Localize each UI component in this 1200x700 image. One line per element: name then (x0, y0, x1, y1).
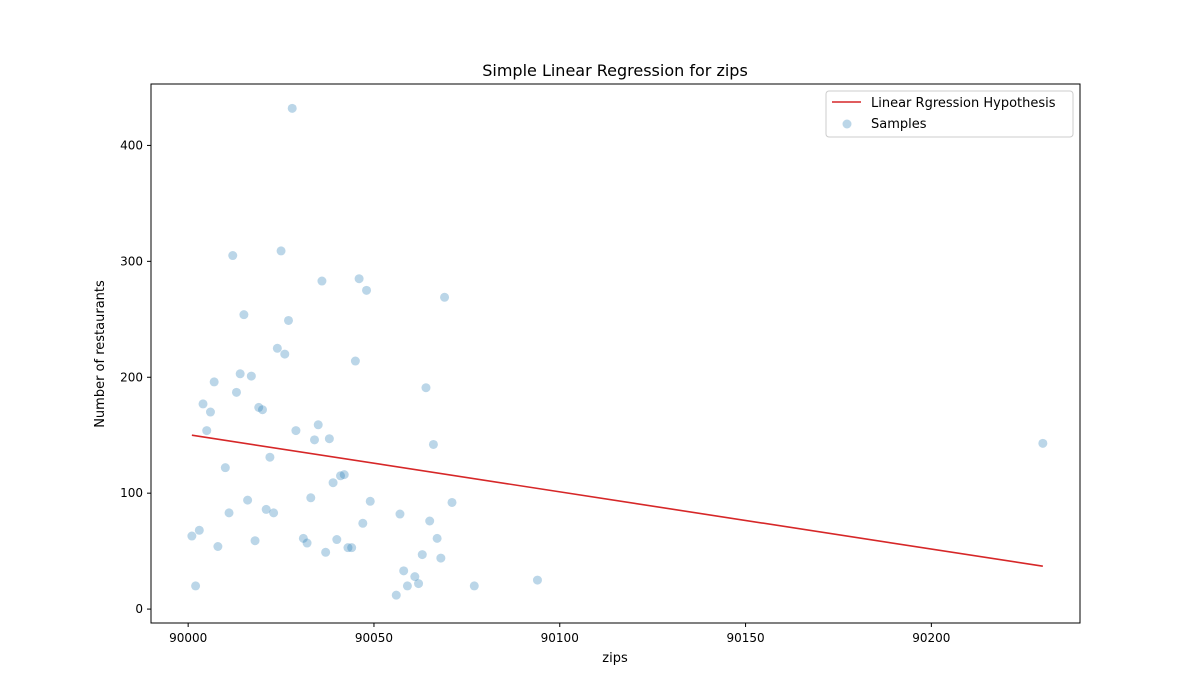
sample-point-37 (332, 535, 342, 545)
sample-point-36 (328, 478, 338, 488)
sample-point-60 (447, 497, 457, 507)
x-tick-label: 90100 (541, 631, 579, 645)
sample-point-33 (317, 276, 327, 286)
chart-title: Simple Linear Regression for zips (482, 61, 748, 80)
regression-line (191, 434, 1043, 567)
x-axis-label: zips (602, 651, 628, 666)
sample-point-15 (246, 371, 256, 381)
sample-point-10 (228, 251, 238, 261)
sample-point-47 (391, 590, 401, 600)
legend-marker-swatch (842, 119, 852, 129)
sample-point-57 (432, 533, 442, 543)
sample-point-46 (365, 496, 375, 506)
legend-label-regression: Linear Rgression Hypothesis (871, 96, 1056, 111)
y-tick-label: 100 (120, 486, 143, 500)
x-axis-ticks: 90000 90050 90100 90150 90200 (169, 623, 950, 645)
y-tick-label: 0 (135, 602, 143, 616)
sample-point-42 (350, 356, 360, 366)
sample-point-44 (358, 518, 368, 528)
sample-point-20 (265, 452, 275, 462)
sample-point-54 (421, 383, 431, 393)
plot-frame (150, 83, 1081, 624)
sample-point-55 (425, 516, 435, 526)
sample-point-9 (224, 508, 234, 518)
legend-box (825, 90, 1074, 138)
sample-point-59 (440, 292, 450, 302)
sample-point-17 (254, 402, 264, 412)
sample-point-8 (220, 463, 230, 473)
sample-point-49 (399, 566, 409, 576)
plot-area (187, 103, 1048, 600)
sample-point-21 (269, 508, 279, 518)
x-tick-label: 90000 (169, 631, 207, 645)
sample-point-35 (324, 434, 334, 444)
sample-point-4 (202, 426, 212, 436)
sample-point-27 (291, 426, 301, 436)
y-axis-label: Number of restaurants (93, 280, 108, 428)
sample-point-45 (362, 285, 372, 295)
sample-point-38 (336, 471, 346, 481)
sample-point-52 (414, 579, 424, 589)
sample-point-14 (243, 495, 253, 505)
sample-point-58 (436, 553, 446, 563)
sample-point-6 (209, 377, 219, 387)
sample-point-43 (354, 274, 364, 284)
sample-point-5 (205, 407, 215, 417)
sample-point-26 (287, 103, 297, 113)
sample-point-11 (231, 387, 241, 397)
sample-point-28 (298, 533, 308, 543)
y-tick-label: 400 (120, 138, 143, 152)
sample-point-53 (417, 550, 427, 560)
sample-point-0 (187, 531, 197, 541)
sample-point-12 (235, 369, 245, 379)
sample-point-2 (194, 525, 204, 535)
sample-point-40 (343, 543, 353, 553)
x-tick-label: 90150 (726, 631, 764, 645)
sample-point-48 (395, 509, 405, 519)
sample-point-16 (250, 536, 260, 546)
y-tick-label: 300 (120, 254, 143, 268)
sample-point-31 (310, 435, 319, 445)
x-tick-label: 90050 (355, 631, 393, 645)
y-tick-label: 200 (120, 370, 143, 384)
sample-point-19 (261, 504, 271, 514)
sample-point-1 (191, 581, 201, 591)
sample-point-13 (239, 310, 249, 320)
sample-point-25 (283, 315, 293, 325)
y-axis-ticks: 0 100 200 300 400 (120, 138, 151, 616)
sample-point-34 (321, 547, 331, 557)
sample-point-39 (339, 470, 349, 480)
sample-point-63 (1038, 438, 1048, 448)
x-tick-label: 90200 (912, 631, 950, 645)
sample-point-3 (198, 399, 208, 409)
sample-point-23 (276, 246, 286, 256)
sample-point-7 (213, 542, 223, 551)
sample-point-41 (347, 543, 357, 553)
legend: Linear Rgression Hypothesis Samples (825, 90, 1074, 138)
sample-point-50 (402, 581, 412, 591)
sample-point-61 (469, 581, 479, 591)
legend-label-samples: Samples (871, 117, 927, 132)
sample-point-22 (272, 343, 282, 353)
sample-point-62 (532, 575, 542, 585)
sample-point-29 (302, 538, 312, 548)
sample-point-56 (428, 439, 438, 449)
sample-point-51 (410, 572, 420, 582)
sample-point-18 (257, 405, 267, 415)
sample-point-30 (306, 493, 316, 503)
sample-point-24 (280, 349, 290, 359)
sample-point-32 (313, 420, 323, 430)
